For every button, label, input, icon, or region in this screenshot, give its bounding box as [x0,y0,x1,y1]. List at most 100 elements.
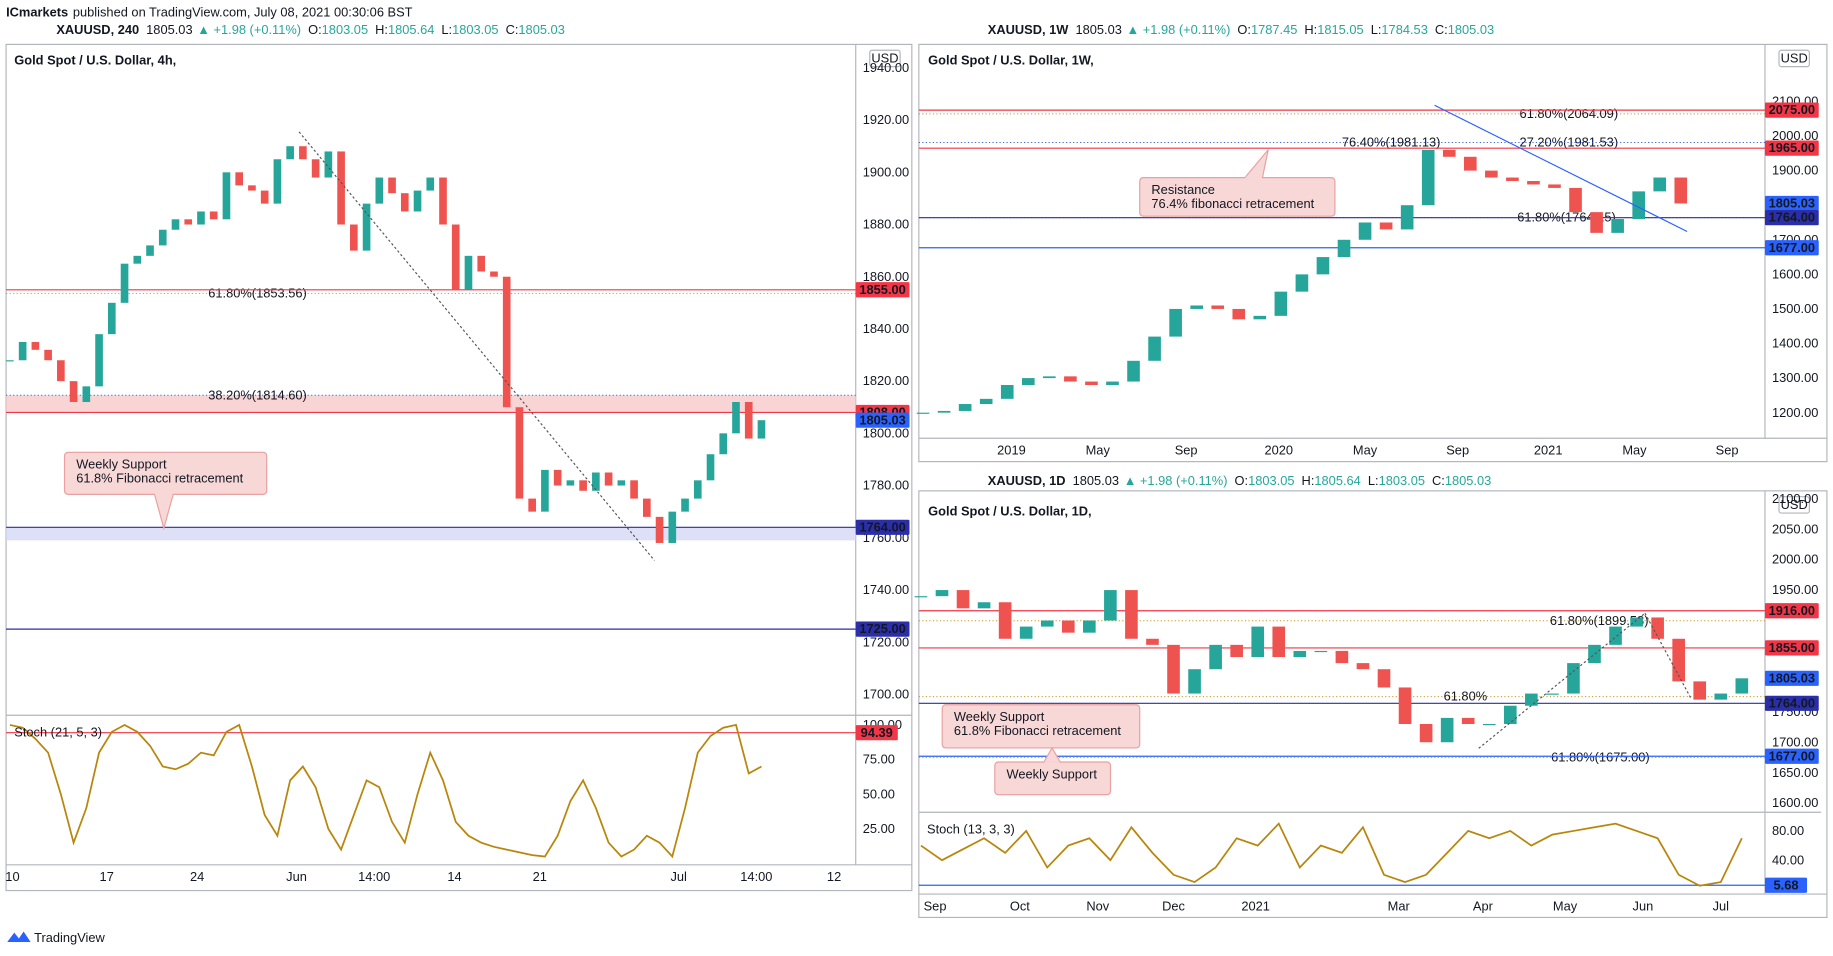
candle [464,255,473,290]
price-tag-label: 1677.00 [1769,748,1815,763]
price-tag [1764,195,1819,212]
x-tick-label: 14 [447,869,461,884]
candle [979,398,993,405]
note-text: 61.8% Fibonacci retracement [76,471,243,486]
x-tick-label: May [1086,443,1111,458]
candle [120,263,129,303]
chart-title: Gold Spot / U.S. Dollar, 4h, [14,52,176,67]
candle [197,211,205,225]
price-tag [1764,240,1819,256]
candle [630,480,638,499]
x-tick-label: 2021 [1534,443,1563,458]
panel-frame [918,43,1828,463]
brand: TradingView [34,930,105,945]
candle [324,151,333,178]
currency: USD [1781,497,1808,512]
candle [668,511,677,543]
x-tick-label: Jul [1713,898,1729,913]
candle [362,203,371,251]
candle [1356,663,1370,670]
price-tag-label: 1725.00 [859,621,905,636]
candle [1503,705,1517,724]
candle [299,146,307,160]
candle [1209,644,1222,670]
change-arrow: ▲ [1124,473,1137,488]
ohlc-value: 1784.53 [1381,22,1427,37]
candle [1125,590,1138,639]
stoch-tag-label: 94.39 [861,725,893,740]
candle [1632,191,1646,220]
candle [1693,681,1707,700]
candle [311,159,320,178]
change: +1.98 (+0.11%) [1143,22,1231,37]
candle [1630,617,1643,627]
candle [732,402,740,434]
candle [681,498,689,512]
ohlc-value: 1805.64 [1314,473,1360,488]
candle [1672,638,1685,682]
price-tag [855,519,910,535]
stoch-line [920,822,1743,887]
price-tag-label: 1965.00 [1769,140,1815,155]
price-tag [1764,748,1819,764]
y-tick-label: 2050.00 [1772,521,1818,536]
x-tick-label: 2019 [997,443,1026,458]
y-tick-label: 1400.00 [1772,336,1818,351]
candle [490,271,498,277]
ohlc-key: C: [506,22,519,37]
candle [1232,308,1246,320]
stoch-tag [855,725,898,741]
fib-label: 38.20%(1814.60) [208,387,307,402]
y-tick-label: 1800.00 [863,425,909,440]
currency-badge [869,49,901,68]
x-tick-label: 17 [100,869,114,884]
currency-badge [1778,496,1810,514]
ohlc-key: O: [1235,473,1249,488]
candle [1083,620,1096,633]
price-tag [1764,670,1819,686]
candle [248,185,256,191]
ohlc-key: O: [1237,22,1251,37]
x-tick-label: 2020 [1264,443,1293,458]
y-tick-label: 1820.00 [863,373,909,388]
last-price: 1805.03 [1075,22,1121,37]
x-tick-label: 14:00 [740,869,772,884]
candle [82,386,91,403]
currency: USD [1781,51,1808,66]
y-tick-label: 1740.00 [863,582,909,597]
candle [1546,693,1559,695]
price-tag [855,621,910,637]
candle [1085,381,1098,386]
chart-title: Gold Spot / U.S. Dollar, 1D, [928,503,1091,518]
x-tick-label: Oct [1010,898,1030,913]
candle [1167,644,1180,694]
last-price: 1805.03 [1073,473,1119,488]
candle [502,276,511,408]
stoch-tag [1764,877,1808,893]
note-text: Weekly Support [954,709,1045,724]
currency-badge [1778,49,1810,68]
candle [235,172,244,186]
stoch-tick-label: 50.00 [863,786,895,801]
x-tick-label: Nov [1086,898,1109,913]
ohlc-key: C: [1435,22,1448,37]
price-tag [1764,210,1819,226]
candle [1295,274,1309,292]
candle [1316,257,1330,275]
candle [1421,149,1435,206]
ohlc-key: L: [1368,473,1379,488]
candle [209,211,218,220]
chart-panel: XAUUSD, 240 1805.03 ▲ +1.98 (+0.11%) O:1803.… [5,22,913,892]
candle [1000,385,1014,399]
candle [1588,644,1601,664]
candle [1590,212,1603,233]
symbol-header: XAUUSD, 240 1805.03 ▲ +1.98 (+0.11%) O:1803.… [56,22,565,37]
x-tick-label: Mar [1388,898,1411,913]
change-arrow: ▲ [1127,22,1140,37]
candle [1442,149,1456,157]
candle [1190,305,1203,309]
note-text: Weekly Support [1006,766,1097,781]
price-tag-label: 2075.00 [1769,102,1815,117]
ohlc-key: H: [375,22,388,37]
x-tick-label: 21 [533,869,547,884]
